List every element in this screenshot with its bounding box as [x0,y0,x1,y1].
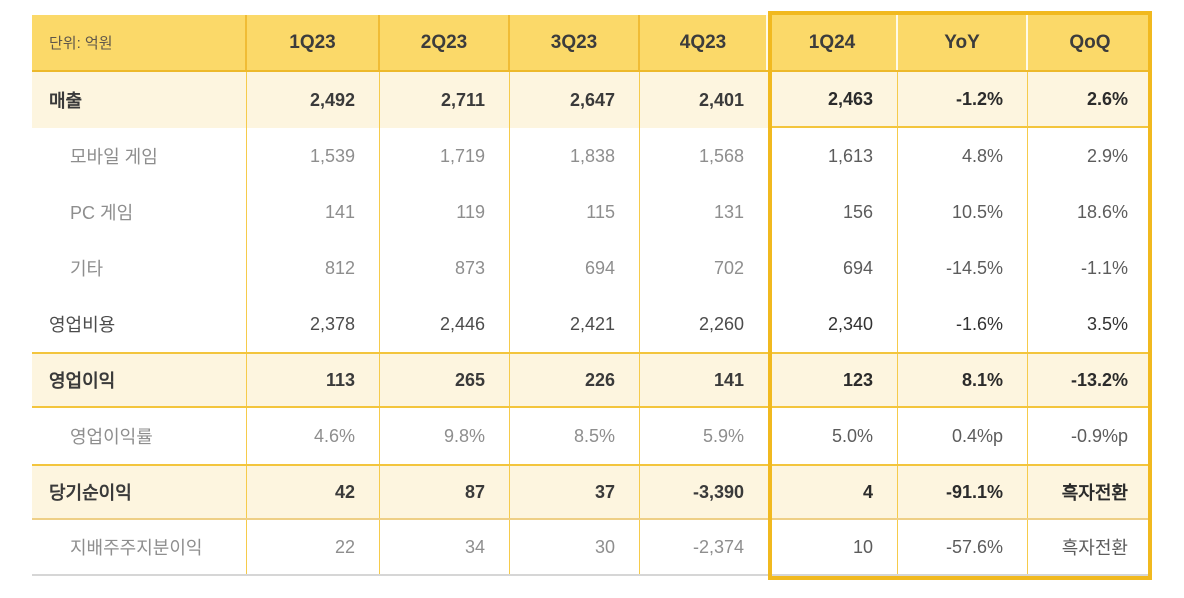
row-label: 영업이익 [32,354,247,406]
cell: 흑자전환 [1061,483,1128,503]
cell: 226 [510,354,640,406]
cell: 2.9% [1086,145,1128,166]
cell: -14.5% [898,240,1028,296]
row-label: 모바일 게임 [32,128,247,184]
cell: -57.6% [898,520,1028,574]
cell: 2,446 [380,296,510,352]
cell: 2,421 [510,296,640,352]
col-header-2q23: 2Q23 [380,15,510,70]
cell: 18.6% [1076,201,1128,222]
cell: -1.1% [1080,257,1128,278]
table-row-revenue: 매출 2,492 2,711 2,647 2,401 2,463 -1.2% 2… [32,72,1152,128]
cell: -0.9%p [1070,425,1128,446]
cell: 2.6% [1028,72,1152,128]
cell: 흑자전환 [1061,538,1128,558]
cell: 131 [713,201,744,222]
table-row-operating-margin: 영업이익률 4.6% 9.8% 8.5% 5.9% 5.0% 0.4%p -0.… [32,408,1152,464]
cell: 4 [768,466,898,518]
cell: 115 [510,184,640,240]
cell: 34 [380,520,510,574]
col-header-1q24: 1Q24 [768,15,898,70]
cell: 2,647 [510,72,640,128]
cell: 694 [768,240,898,296]
row-label: 영업이익률 [32,408,247,464]
cell: 2,340 [768,296,898,352]
cell: 123 [768,354,898,406]
cell: -91.1% [898,466,1028,518]
cell: 1,539 [247,128,380,184]
cell: 873 [380,240,510,296]
table-row-operating-expenses: 영업비용 2,378 2,446 2,421 2,260 2,340 -1.6%… [32,296,1152,352]
cell: 10 [768,520,898,574]
cell: 119 [380,184,510,240]
cell: 265 [380,354,510,406]
cell: 37 [510,466,640,518]
cell: 2,711 [380,72,510,128]
cell: 8.5% [510,408,640,464]
cell: 22 [247,520,380,574]
cell: 4.8% [898,128,1028,184]
table-row-net-income: 당기순이익 42 87 37 -3,390 4 -91.1% 흑자전환 [32,464,1152,520]
cell: 2,378 [247,296,380,352]
row-label: 영업비용 [32,296,247,352]
row-label: 기타 [32,240,247,296]
header-row: 단위: 억원 1Q23 2Q23 3Q23 4Q23 1Q24 YoY QoQ [32,15,1152,72]
unit-label: 단위: 억원 [32,15,247,70]
cell: 1,719 [380,128,510,184]
row-label: PC 게임 [32,184,247,240]
cell: 1,613 [768,128,898,184]
cell: -1.2% [898,72,1028,128]
cell: 3.5% [1086,313,1128,334]
cell: -3,390 [692,481,744,502]
cell: 5.0% [768,408,898,464]
cell: -13.2% [1070,369,1128,390]
cell: 2,401 [698,89,744,110]
table-row-operating-profit: 영업이익 113 265 226 141 123 8.1% -13.2% [32,352,1152,408]
cell: 694 [510,240,640,296]
table-row-pc-games: PC 게임 141 119 115 131 156 10.5% 18.6% [32,184,1152,240]
cell: 87 [380,466,510,518]
cell: 8.1% [898,354,1028,406]
cell: 42 [247,466,380,518]
cell: -2,374 [692,536,744,557]
table-row-mobile-games: 모바일 게임 1,539 1,719 1,838 1,568 1,613 4.8… [32,128,1152,184]
cell: 0.4%p [898,408,1028,464]
table-row-other: 기타 812 873 694 702 694 -14.5% -1.1% [32,240,1152,296]
cell: 5.9% [702,425,744,446]
cell: 4.6% [247,408,380,464]
earnings-table: 단위: 억원 1Q23 2Q23 3Q23 4Q23 1Q24 YoY QoQ … [32,11,1152,580]
row-label: 지배주주지분이익 [32,520,247,574]
cell: 1,568 [698,145,744,166]
cell: 9.8% [380,408,510,464]
cell: 141 [247,184,380,240]
cell: 2,260 [698,313,744,334]
cell: 141 [713,369,744,390]
col-header-3q23: 3Q23 [510,15,640,70]
cell: 702 [713,257,744,278]
cell: 2,463 [768,72,898,128]
cell: 1,838 [510,128,640,184]
row-label: 당기순이익 [32,466,247,518]
cell: -1.6% [898,296,1028,352]
table-row-controlling-interest-income: 지배주주지분이익 22 34 30 -2,374 10 -57.6% 흑자전환 [32,520,1152,576]
row-label: 매출 [32,72,247,128]
cell: 812 [247,240,380,296]
cell: 2,492 [247,72,380,128]
cell: 10.5% [898,184,1028,240]
col-header-4q23: 4Q23 [640,15,768,70]
col-header-yoy: YoY [898,15,1028,70]
cell: 113 [247,354,380,406]
col-header-1q23: 1Q23 [247,15,380,70]
col-header-qoq: QoQ [1069,31,1111,53]
cell: 156 [768,184,898,240]
cell: 30 [510,520,640,574]
